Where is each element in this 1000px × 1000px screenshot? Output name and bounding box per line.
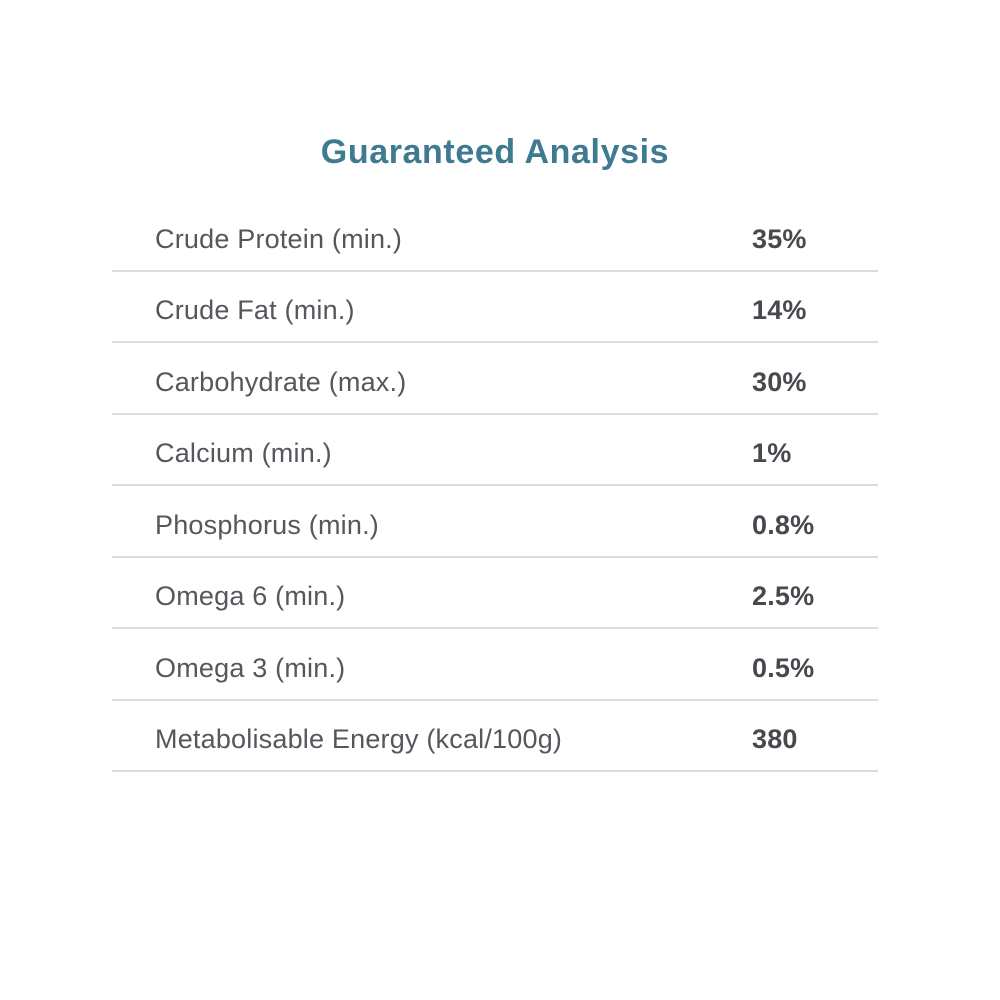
row-value: 380 [752, 724, 798, 755]
table-row: Crude Fat (min.) 14% [112, 272, 878, 343]
row-value: 14% [752, 295, 807, 326]
guaranteed-analysis-section: Guaranteed Analysis Crude Protein (min.)… [112, 0, 878, 772]
row-value: 35% [752, 223, 807, 254]
row-label: Crude Fat (min.) [155, 295, 355, 326]
table-row: Carbohydrate (max.) 30% [112, 343, 878, 415]
section-title: Guaranteed Analysis [320, 133, 670, 171]
row-value: 1% [752, 438, 792, 469]
row-value: 0.8% [752, 509, 815, 540]
table-row: Crude Protein (min.) 35% [112, 200, 878, 272]
row-label: Crude Protein (min.) [155, 223, 403, 254]
table-row: Metabolisable Energy (kcal/100g) 380 [112, 701, 878, 772]
row-label: Metabolisable Energy (kcal/100g) [155, 724, 563, 755]
row-label: Phosphorus (min.) [155, 509, 379, 540]
table-row: Calcium (min.) 1% [112, 415, 878, 486]
table-row: Omega 6 (min.) 2.5% [112, 558, 878, 629]
row-value: 30% [752, 366, 807, 397]
table-row: Phosphorus (min.) 0.8% [112, 486, 878, 558]
row-label: Omega 6 (min.) [155, 581, 346, 612]
row-value: 0.5% [752, 652, 815, 683]
row-label: Calcium (min.) [155, 438, 332, 469]
analysis-table: Crude Protein (min.) 35% Crude Fat (min.… [112, 200, 878, 772]
row-value: 2.5% [752, 581, 815, 612]
row-label: Omega 3 (min.) [155, 652, 346, 683]
row-label: Carbohydrate (max.) [155, 366, 407, 397]
table-row: Omega 3 (min.) 0.5% [112, 629, 878, 701]
